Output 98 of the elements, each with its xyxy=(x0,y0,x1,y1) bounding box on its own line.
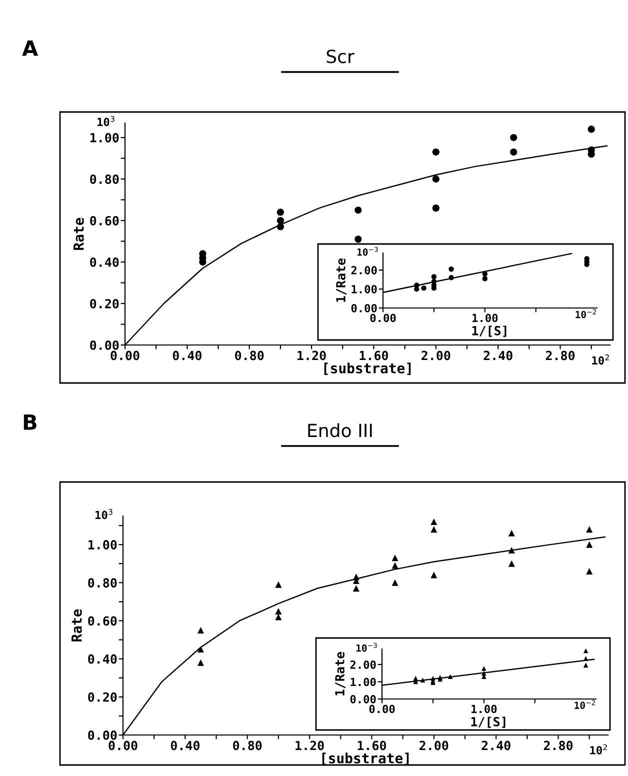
point xyxy=(392,562,398,569)
point xyxy=(448,275,454,280)
point xyxy=(588,126,595,133)
y-tick-label: 0.40 xyxy=(88,654,117,664)
x-tick-label: 0.40 xyxy=(170,740,200,750)
y-tick-label: 2.00 xyxy=(351,266,377,274)
point xyxy=(354,206,362,214)
y-tick-label: 0.20 xyxy=(88,692,117,702)
y-tick-label: 1.00 xyxy=(88,540,117,550)
point xyxy=(276,216,284,224)
annotation: 10$^{−3}$ xyxy=(357,246,378,256)
x-tick-label: 2.80 xyxy=(544,740,573,750)
point xyxy=(430,572,438,578)
point xyxy=(420,678,426,682)
x-tick-label: 0.00 xyxy=(108,740,138,750)
y-tick-label: 0.00 xyxy=(90,340,119,350)
point xyxy=(482,670,486,676)
point xyxy=(276,208,284,216)
annotation: 10$^{−2}$ xyxy=(576,309,596,318)
y-tick-label: 2.00 xyxy=(350,660,376,669)
x-tick-label: 1.60 xyxy=(358,740,386,750)
x-tick-label: 1.20 xyxy=(298,350,326,360)
point xyxy=(432,175,440,183)
point xyxy=(197,627,204,634)
point xyxy=(413,676,418,681)
point xyxy=(275,614,282,620)
x-tick-label: 0.80 xyxy=(235,350,264,360)
point xyxy=(392,579,398,586)
x-tick-label: 0.80 xyxy=(233,740,262,750)
point xyxy=(482,666,486,671)
point xyxy=(586,526,593,533)
chart-title: Scr xyxy=(326,50,354,64)
point xyxy=(508,560,515,567)
point xyxy=(354,236,362,243)
point xyxy=(583,648,588,654)
text: 10$^{2}$ xyxy=(590,744,607,754)
point xyxy=(583,656,588,661)
point xyxy=(430,526,438,533)
x-tick-label: 2.40 xyxy=(482,740,510,750)
y-tick-label: 1.00 xyxy=(90,132,119,142)
y-tick-label: 0.00 xyxy=(88,730,117,740)
chart-title: Endo III xyxy=(308,423,372,438)
x-tick-label: 2.00 xyxy=(420,740,448,750)
point xyxy=(448,266,454,272)
x-axis-title: 1/[S] xyxy=(472,326,506,337)
point xyxy=(275,581,282,588)
x-tick-label: 1.20 xyxy=(296,740,324,750)
y-tick-label: 0.80 xyxy=(90,174,119,184)
y-axis-title: 1/Rate xyxy=(336,258,346,302)
y-axis-title: Rate xyxy=(72,609,82,642)
annotation: 10$^{−2}$ xyxy=(574,700,595,709)
point xyxy=(352,585,360,592)
point xyxy=(432,148,440,156)
point xyxy=(586,568,593,574)
point xyxy=(392,554,398,562)
point xyxy=(510,148,518,156)
point xyxy=(276,223,284,230)
point xyxy=(482,276,488,282)
text: A xyxy=(22,40,38,56)
x-tick-label: 0.00 xyxy=(110,350,140,360)
point xyxy=(583,662,588,668)
y-tick-label: 0.00 xyxy=(351,304,377,312)
y-tick-label: 0.60 xyxy=(88,616,117,626)
x-tick-label: 1.60 xyxy=(360,350,388,360)
point xyxy=(421,285,426,291)
y-tick-label: 0.00 xyxy=(350,694,376,704)
x-axis-title: [substrate] xyxy=(324,362,411,376)
x-axis-title: 1/[S] xyxy=(471,716,506,728)
x-axis-title: [substrate] xyxy=(322,752,409,766)
point xyxy=(430,518,438,525)
text: B xyxy=(24,414,36,430)
point xyxy=(432,204,440,212)
y-axis-title: Rate xyxy=(74,218,84,250)
annotation: 10$^{−3}$ xyxy=(356,642,377,652)
y-tick-label: 1.00 xyxy=(350,678,376,686)
x-tick-label: 2.80 xyxy=(546,350,575,360)
text: 10$^{2}$ xyxy=(592,354,609,365)
x-tick-label: 2.00 xyxy=(422,350,450,360)
point xyxy=(508,547,515,554)
y-tick-label: 0.40 xyxy=(90,257,119,267)
point xyxy=(448,674,453,679)
y-tick-label: 0.60 xyxy=(90,216,119,226)
point xyxy=(431,274,437,280)
point xyxy=(508,530,515,536)
point xyxy=(586,541,593,548)
point xyxy=(275,608,282,614)
y-axis-title: 1/Rate xyxy=(335,652,346,696)
point xyxy=(482,271,488,276)
point xyxy=(197,659,204,666)
text: 10$^{3}$ xyxy=(96,508,112,520)
x-tick-label: 2.40 xyxy=(484,350,512,360)
y-tick-label: 1.00 xyxy=(352,285,377,294)
point xyxy=(510,134,518,142)
y-tick-label: 0.80 xyxy=(88,578,117,588)
y-tick-label: 0.20 xyxy=(90,298,119,308)
text: 10$^{3}$ xyxy=(98,116,114,126)
point xyxy=(197,646,204,653)
x-tick-label: 0.40 xyxy=(172,350,202,360)
